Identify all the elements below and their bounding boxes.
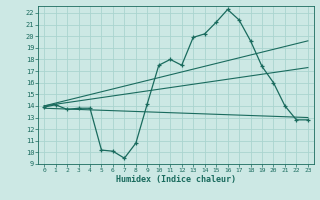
X-axis label: Humidex (Indice chaleur): Humidex (Indice chaleur)	[116, 175, 236, 184]
